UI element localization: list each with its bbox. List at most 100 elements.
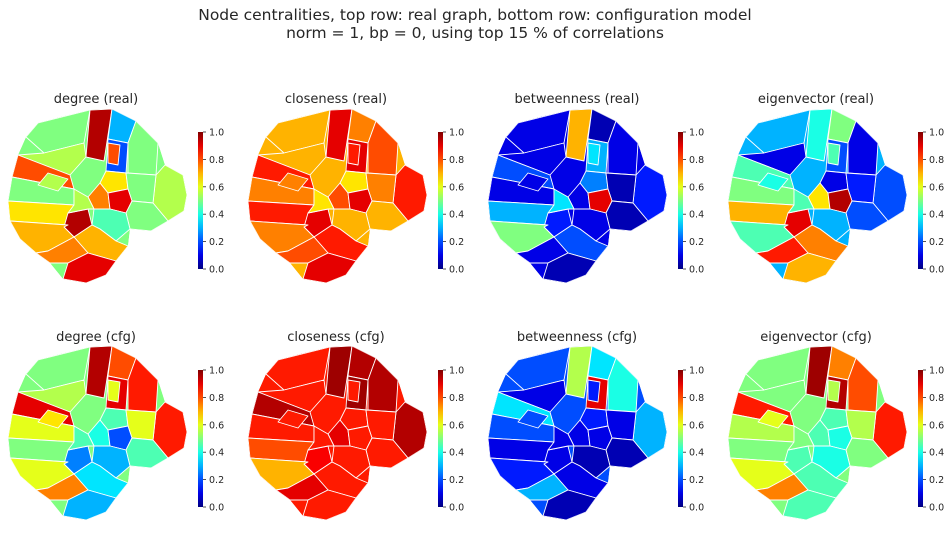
- region-5: [847, 357, 879, 413]
- colorbar-tick-label: 0.2: [209, 237, 224, 248]
- panel-degree-cfg: degree (cfg) 0.0 0.2 0.4 0.6 0.8 1.0: [8, 330, 224, 520]
- panel-betweenness-real: betweenness (real) 0.0 0.2 0.4 0.6 0.8 1.0: [488, 92, 704, 283]
- colorbar-tick-label: 0.4: [449, 448, 464, 459]
- panel-title: closeness (cfg): [287, 330, 385, 345]
- colorbar-tick-label: 0.6: [689, 420, 704, 431]
- region-5: [607, 120, 639, 176]
- region-24: [827, 142, 841, 166]
- colorbar-tick-label: 1.0: [689, 128, 704, 139]
- region-5: [127, 357, 159, 413]
- colorbar: 0.0 0.2 0.4 0.6 0.8 1.0: [918, 128, 944, 276]
- region-2: [565, 346, 593, 399]
- colorbar: 0.0 0.2 0.4 0.6 0.8 1.0: [918, 366, 944, 514]
- colorbar-tick-label: 1.0: [689, 366, 704, 377]
- colorbar-tick-label: 0.6: [449, 182, 464, 193]
- region-23: [277, 409, 309, 429]
- colorbar-tick-label: 0.8: [689, 155, 704, 166]
- region-18: [67, 425, 95, 451]
- region-2: [805, 109, 833, 162]
- colorbar-tick-label: 0.2: [449, 237, 464, 248]
- colorbar-tick-label: 0.8: [929, 393, 944, 404]
- colorbar-tick-label: 0.8: [449, 155, 464, 166]
- colorbar: 0.0 0.2 0.4 0.6 0.8 1.0: [198, 366, 224, 514]
- colorbar-gradient: [918, 132, 923, 269]
- region-7: [497, 142, 567, 176]
- panel-title: betweenness (cfg): [517, 330, 637, 345]
- colorbar-tick-label: 0.6: [929, 182, 944, 193]
- region-7: [17, 379, 87, 413]
- colorbar-tick-label: 0.6: [209, 420, 224, 431]
- colorbar-tick-label: 0.2: [929, 237, 944, 248]
- colorbar-gradient: [198, 370, 203, 507]
- region-7: [257, 142, 327, 176]
- region-2: [325, 109, 353, 162]
- panels-grid: degree (real) 0.0 0.2 0.4 0.6 0.8 1.0 closeness…: [8, 92, 944, 520]
- region-22: [782, 489, 837, 520]
- panel-closeness-cfg: closeness (cfg) 0.0 0.2 0.4 0.6 0.8 1.0: [248, 330, 464, 520]
- colorbar-gradient: [918, 370, 923, 507]
- panel-title: betweenness (real): [515, 92, 640, 107]
- colorbar-tick-label: 1.0: [209, 366, 224, 377]
- region-24: [587, 379, 601, 403]
- brain-map: [248, 109, 427, 283]
- region-23: [517, 409, 549, 429]
- panel-degree-real: degree (real) 0.0 0.2 0.4 0.6 0.8 1.0: [8, 92, 224, 283]
- colorbar-tick-label: 0.4: [209, 210, 224, 221]
- colorbar-gradient: [438, 132, 443, 269]
- region-7: [257, 379, 327, 413]
- region-22: [62, 252, 117, 283]
- region-2: [565, 109, 593, 162]
- colorbar-tick-label: 0.0: [449, 265, 464, 276]
- region-23: [517, 172, 549, 192]
- region-2: [325, 346, 353, 399]
- region-2: [85, 346, 113, 399]
- region-5: [847, 120, 879, 176]
- region-22: [302, 489, 357, 520]
- region-24: [107, 379, 121, 403]
- colorbar-tick-label: 1.0: [449, 128, 464, 139]
- panel-eigenvector-cfg: eigenvector (cfg) 0.0 0.2 0.4 0.6 0.8 1.0: [728, 330, 944, 520]
- colorbar-tick-label: 0.4: [929, 210, 944, 221]
- region-7: [737, 379, 807, 413]
- colorbar-tick-label: 0.0: [449, 503, 464, 514]
- region-5: [367, 357, 399, 413]
- region-23: [757, 172, 789, 192]
- region-18: [547, 188, 575, 214]
- region-2: [805, 346, 833, 399]
- panel-title: degree (cfg): [56, 330, 136, 345]
- region-5: [607, 357, 639, 413]
- colorbar-tick-label: 0.6: [929, 420, 944, 431]
- region-24: [347, 379, 361, 403]
- brain-map: [488, 109, 667, 283]
- colorbar-tick-label: 0.8: [209, 393, 224, 404]
- region-18: [787, 425, 815, 451]
- region-22: [542, 252, 597, 283]
- colorbar-gradient: [198, 132, 203, 269]
- colorbar-tick-label: 1.0: [209, 128, 224, 139]
- region-5: [367, 120, 399, 176]
- region-7: [17, 142, 87, 176]
- region-22: [782, 252, 837, 283]
- colorbar-tick-label: 0.2: [689, 475, 704, 486]
- region-24: [827, 379, 841, 403]
- colorbar: 0.0 0.2 0.4 0.6 0.8 1.0: [678, 128, 704, 276]
- colorbar-gradient: [678, 132, 683, 269]
- panel-title: eigenvector (cfg): [760, 330, 872, 345]
- colorbar-tick-label: 0.2: [689, 237, 704, 248]
- region-7: [497, 379, 567, 413]
- colorbar-tick-label: 0.0: [209, 265, 224, 276]
- colorbar-tick-label: 0.8: [449, 393, 464, 404]
- figure-title-line-1: Node centralities, top row: real graph, …: [198, 6, 752, 24]
- region-24: [587, 142, 601, 166]
- colorbar-tick-label: 0.4: [929, 448, 944, 459]
- figure-title-line-2: norm = 1, bp = 0, using top 15 % of corr…: [286, 24, 664, 42]
- brain-map: [488, 346, 667, 520]
- colorbar-tick-label: 1.0: [449, 366, 464, 377]
- region-18: [547, 425, 575, 451]
- colorbar-tick-label: 0.0: [929, 265, 944, 276]
- colorbar-tick-label: 0.4: [209, 448, 224, 459]
- colorbar-tick-label: 0.6: [209, 182, 224, 193]
- colorbar-tick-label: 0.8: [929, 155, 944, 166]
- panel-title: degree (real): [54, 92, 138, 107]
- colorbar-gradient: [438, 370, 443, 507]
